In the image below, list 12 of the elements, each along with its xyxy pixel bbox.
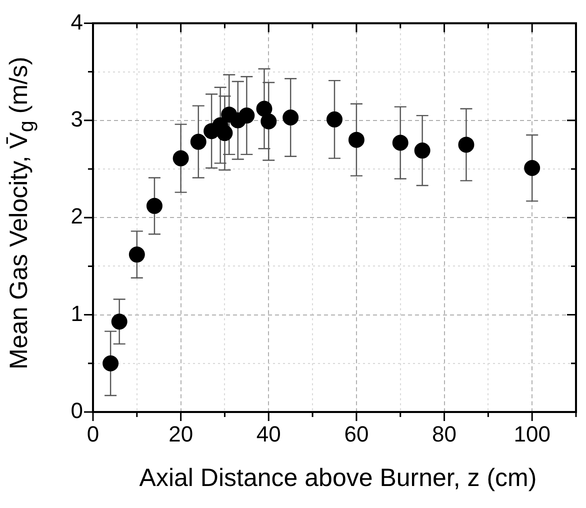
y-tick-label: 4	[70, 9, 83, 34]
y-tick-label: 3	[70, 106, 83, 132]
y-tick-label: 1	[70, 300, 83, 326]
x-tick-label: 100	[514, 421, 550, 446]
x-tick-label: 20	[168, 421, 194, 446]
x-tick-label: 60	[344, 421, 369, 446]
y-tick-label: 2	[70, 204, 83, 229]
y-tick-label: 0	[70, 398, 83, 424]
x-tick-label: 40	[256, 421, 281, 446]
x-tick-label: 0	[86, 421, 100, 446]
x-axis-title: Axial Distance above Burner, z (cm)	[138, 464, 538, 493]
x-tick-label: 80	[432, 421, 457, 446]
